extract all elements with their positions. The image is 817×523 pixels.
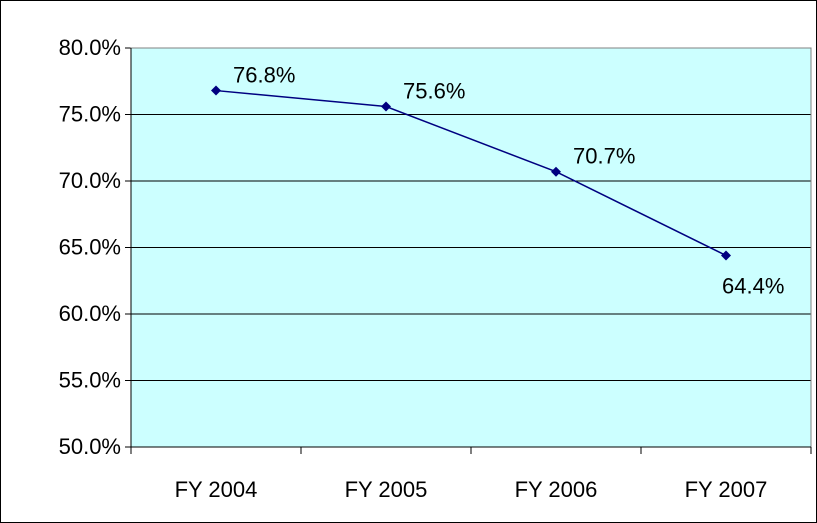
y-tick-label: 80.0%	[59, 35, 121, 60]
point-marker	[721, 250, 731, 261]
data-label: 76.8%	[233, 62, 295, 87]
y-tick-label: 70.0%	[59, 168, 121, 193]
y-tick-label: 65.0%	[59, 234, 121, 259]
data-label: 64.4%	[722, 273, 784, 298]
y-tick-label: 60.0%	[59, 301, 121, 326]
x-tick-label: FY 2006	[515, 477, 598, 502]
y-tick-label: 75.0%	[59, 101, 121, 126]
point-marker	[381, 101, 391, 112]
y-tick-label: 50.0%	[59, 434, 121, 459]
series-line	[215, 89, 727, 257]
x-tick-label: FY 2004	[175, 477, 258, 502]
point-marker	[211, 85, 221, 96]
data-label: 75.6%	[403, 78, 465, 103]
x-tick-label: FY 2007	[685, 477, 768, 502]
point-marker	[551, 166, 561, 177]
x-tick-label: FY 2005	[345, 477, 428, 502]
data-label: 70.7%	[573, 144, 635, 169]
y-tick-label: 55.0%	[59, 367, 121, 392]
